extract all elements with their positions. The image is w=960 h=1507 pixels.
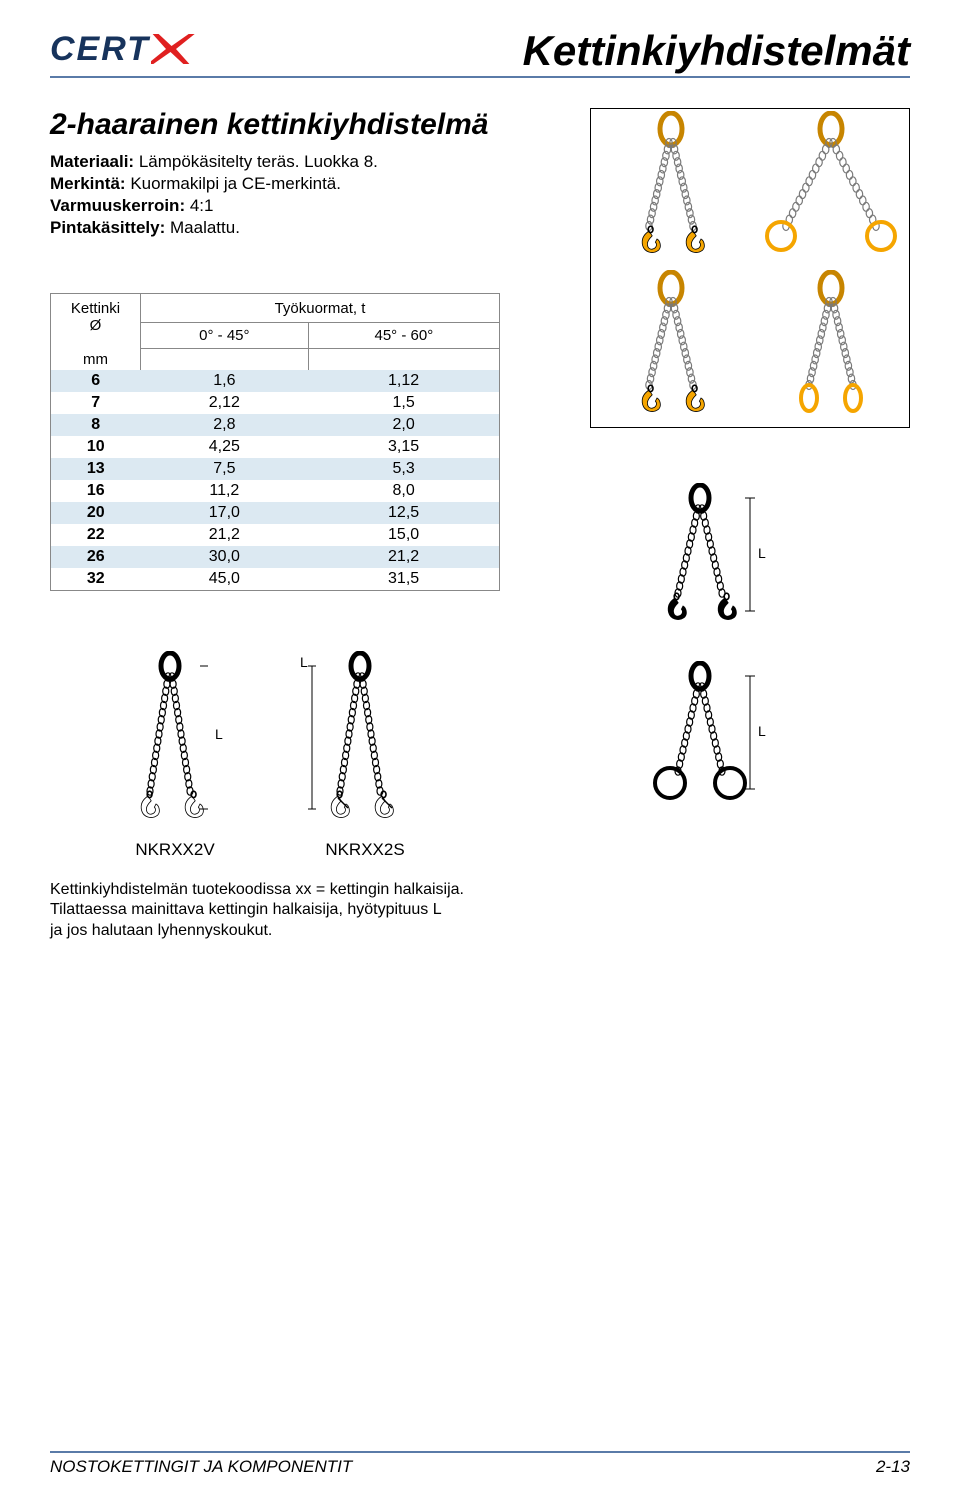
spec-value: Lämpökäsitelty teräs. Luokka 8. — [139, 152, 378, 171]
th-angle-45-60: 45° - 60° — [308, 323, 499, 349]
table-row: 82,82,0 — [51, 414, 500, 436]
cell-a: 17,0 — [141, 502, 309, 524]
bw-sling-diagram: L — [590, 483, 910, 633]
cell-b: 2,0 — [308, 414, 499, 436]
sling-illustration — [591, 109, 751, 268]
logo-x-icon — [151, 32, 197, 66]
table-row: 2630,021,2 — [51, 546, 500, 568]
cell-d: 20 — [51, 502, 141, 524]
cell-d: 10 — [51, 436, 141, 458]
table-row: 3245,031,5 — [51, 568, 500, 591]
spec-key: Varmuuskerroin: — [50, 196, 185, 215]
table-row: 2017,012,5 — [51, 502, 500, 524]
cell-b: 3,15 — [308, 436, 499, 458]
sling-illustration — [591, 268, 751, 427]
cell-d: 8 — [51, 414, 141, 436]
page-header: CERT Kettinkiyhdistelmät — [50, 30, 910, 78]
side-line-diagrams: L L — [590, 483, 910, 811]
spec-line: Varmuuskerroin: 4:1 — [50, 196, 550, 216]
illustration-box — [590, 108, 910, 428]
page-title: Kettinkiyhdistelmät — [523, 30, 910, 72]
spec-key: Materiaali: — [50, 152, 134, 171]
cell-a: 11,2 — [141, 480, 309, 502]
cell-d: 16 — [51, 480, 141, 502]
cell-b: 31,5 — [308, 568, 499, 591]
specs-block: Materiaali: Lämpökäsitelty teräs. Luokka… — [50, 152, 550, 238]
th-diameter: Ø — [90, 317, 102, 334]
product-diagram: L NKRXX2V — [110, 651, 240, 860]
th-unit-mm: mm — [51, 349, 141, 370]
th-kettinki: Kettinki — [71, 300, 120, 317]
product-code: NKRXX2V — [135, 840, 214, 860]
cell-d: 32 — [51, 568, 141, 591]
svg-text:L: L — [758, 723, 766, 739]
footnote: Kettinkiyhdistelmän tuotekoodissa xx = k… — [50, 880, 550, 942]
section-title: 2-haarainen kettinkiyhdistelmä — [50, 108, 550, 142]
cell-a: 2,12 — [141, 392, 309, 414]
cell-d: 13 — [51, 458, 141, 480]
sling-illustration — [751, 109, 911, 268]
spec-line: Materiaali: Lämpökäsitelty teräs. Luokka… — [50, 152, 550, 172]
cell-a: 1,6 — [141, 370, 309, 392]
product-code: NKRXX2S — [325, 840, 404, 860]
cell-b: 12,5 — [308, 502, 499, 524]
spec-value: Maalattu. — [170, 218, 240, 237]
spec-value: 4:1 — [190, 196, 214, 215]
table-row: 61,61,12 — [51, 370, 500, 392]
table-row: 104,253,15 — [51, 436, 500, 458]
certex-logo: CERT — [50, 32, 197, 72]
th-angle-0-45: 0° - 45° — [141, 323, 309, 349]
page-footer: NOSTOKETTINGIT JA KOMPONENTIT 2-13 — [50, 1451, 910, 1477]
svg-text:L: L — [215, 726, 223, 742]
svg-text:L: L — [300, 654, 308, 670]
cell-a: 4,25 — [141, 436, 309, 458]
cell-b: 8,0 — [308, 480, 499, 502]
cell-a: 21,2 — [141, 524, 309, 546]
cell-d: 6 — [51, 370, 141, 392]
workload-table: Kettinki Ø Työkuormat, t 0° - 45° 45° - … — [50, 293, 500, 591]
spec-line: Pintakäsittely: Maalattu. — [50, 218, 550, 238]
spec-line: Merkintä: Kuormakilpi ja CE-merkintä. — [50, 174, 550, 194]
th-workloads: Työkuormat, t — [141, 294, 500, 323]
cell-b: 15,0 — [308, 524, 499, 546]
product-diagram: L NKRXX2S — [300, 651, 430, 860]
cell-a: 30,0 — [141, 546, 309, 568]
spec-key: Merkintä: — [50, 174, 126, 193]
bottom-diagrams: L NKRXX2V L NKRXX2S — [110, 651, 550, 860]
sling-illustration — [751, 268, 911, 427]
cell-a: 45,0 — [141, 568, 309, 591]
bw-sling-diagram: L — [590, 661, 910, 811]
table-row: 137,55,3 — [51, 458, 500, 480]
cell-a: 2,8 — [141, 414, 309, 436]
cell-b: 1,12 — [308, 370, 499, 392]
table-row: 72,121,5 — [51, 392, 500, 414]
footer-section: NOSTOKETTINGIT JA KOMPONENTIT — [50, 1457, 352, 1477]
table-row: 2221,215,0 — [51, 524, 500, 546]
svg-text:L: L — [758, 545, 766, 561]
footer-page-number: 2-13 — [876, 1457, 910, 1477]
cell-d: 7 — [51, 392, 141, 414]
spec-key: Pintakäsittely: — [50, 218, 165, 237]
table-row: 1611,28,0 — [51, 480, 500, 502]
logo-cert-text: CERT — [50, 32, 150, 66]
spec-value: Kuormakilpi ja CE-merkintä. — [130, 174, 341, 193]
cell-b: 21,2 — [308, 546, 499, 568]
cell-a: 7,5 — [141, 458, 309, 480]
cell-b: 1,5 — [308, 392, 499, 414]
cell-b: 5,3 — [308, 458, 499, 480]
cell-d: 26 — [51, 546, 141, 568]
cell-d: 22 — [51, 524, 141, 546]
